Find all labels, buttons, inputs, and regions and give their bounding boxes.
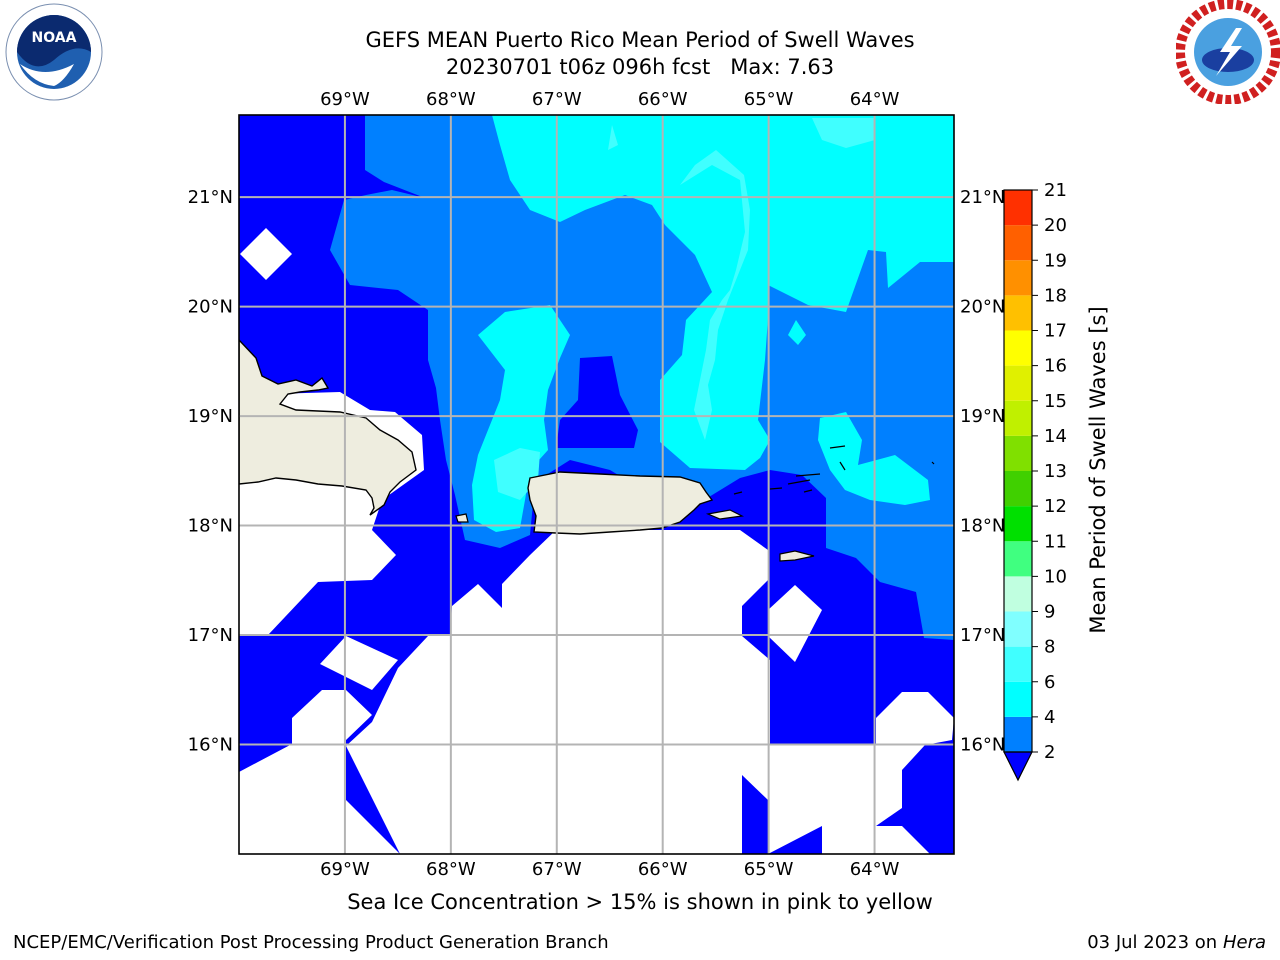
colorbar-tick-label: 18: [1044, 285, 1067, 306]
lat-label-left: 18°N: [188, 516, 233, 537]
hispaniola-land: [239, 338, 417, 516]
colorbar-segment: [1004, 190, 1032, 226]
lat-label-right: 20°N: [960, 297, 1005, 318]
colorbar-tick-label: 15: [1044, 391, 1067, 412]
colorbar-segment: [1004, 400, 1032, 436]
lon-label-top: 65°W: [744, 89, 794, 110]
lat-label-right: 18°N: [960, 516, 1005, 537]
lon-label-bottom: 65°W: [744, 859, 794, 880]
machine-name: Hera: [1222, 932, 1266, 953]
missing-region-south: [239, 530, 954, 854]
swell-field-4-6s-d: [788, 320, 806, 345]
puerto-rico-land: [527, 471, 714, 535]
island-vieques: [705, 509, 745, 520]
island-st-croix: [779, 550, 815, 562]
lat-labels-right: 21°N 20°N 19°N 18°N 17°N 16°N: [960, 187, 1005, 755]
island-mona: [455, 513, 469, 523]
lon-label-bottom: 64°W: [850, 859, 900, 880]
colorbar-segment: [1004, 435, 1032, 471]
lat-labels-left: 21°N 20°N 19°N 18°N 17°N 16°N: [188, 187, 233, 755]
lon-label-bottom: 66°W: [638, 859, 688, 880]
lon-label-top: 69°W: [320, 89, 370, 110]
noaa-logo: NOAA: [5, 3, 103, 101]
credit-line: NCEP/EMC/Verification Post Processing Pr…: [13, 932, 609, 953]
colorbar-tick-label: 21: [1044, 180, 1067, 201]
colorbar-under-triangle: [1003, 751, 1033, 782]
lat-label-left: 16°N: [188, 735, 233, 756]
lat-label-right: 17°N: [960, 625, 1005, 646]
map-frame: [238, 114, 955, 855]
missing-diamond-se: [768, 585, 822, 662]
lon-label-top: 67°W: [532, 89, 582, 110]
map-title: GEFS MEAN Puerto Rico Mean Period of Swe…: [365, 28, 915, 52]
swell-field-under-2s-pocket: [556, 356, 638, 448]
colorbar-tick-label: 19: [1044, 250, 1067, 271]
map-gridlines: [239, 115, 954, 854]
colorbar-segment: [1004, 681, 1032, 717]
swell-field-6-8s: [608, 125, 750, 440]
lat-label-right: 16°N: [960, 735, 1005, 756]
swell-field-4-6s-c: [818, 412, 930, 505]
lat-label-right: 21°N: [960, 187, 1005, 208]
colorbar-tick-label: 4: [1044, 707, 1055, 728]
lon-label-bottom: 67°W: [532, 859, 582, 880]
map-area: [239, 115, 954, 854]
colorbar-segment: [1004, 471, 1032, 507]
colorbar: 2 4 6 8 9 10 11 12 13 14 15 16 17 18 19 20 21: [1003, 180, 1067, 782]
lon-label-top: 64°W: [850, 89, 900, 110]
colorbar-tick-label: 2: [1044, 742, 1055, 763]
colorbar-segment: [1004, 576, 1032, 612]
colorbar-segment: [1004, 506, 1032, 542]
swell-field-4-6s: [492, 115, 954, 470]
nws-logo: [1176, 0, 1280, 104]
colorbar-segment: [1004, 295, 1032, 331]
colorbar-segment: [1004, 611, 1032, 647]
lat-label-left: 20°N: [188, 297, 233, 318]
colorbar-segment: [1004, 225, 1032, 261]
lat-label-left: 19°N: [188, 406, 233, 427]
colorbar-tick-label: 13: [1044, 461, 1067, 482]
colorbar-segment: [1004, 646, 1032, 682]
colorbar-tick-label: 17: [1044, 321, 1067, 342]
date-text: 03 Jul 2023 on: [1087, 932, 1218, 953]
lon-label-bottom: 68°W: [426, 859, 476, 880]
lon-label-top: 66°W: [638, 89, 688, 110]
colorbar-tick-label: 14: [1044, 426, 1067, 447]
map-subtitle: 20230701 t06z 096h fcst Max: 7.63: [445, 55, 835, 79]
date-stamp: 03 Jul 2023 on Hera: [1087, 932, 1266, 953]
lat-label-right: 19°N: [960, 406, 1005, 427]
missing-diamond-nw: [240, 228, 292, 280]
colorbar-segment: [1004, 541, 1032, 577]
svg-text:NOAA: NOAA: [32, 30, 77, 46]
colorbar-label: Mean Period of Swell Waves [s]: [1086, 306, 1110, 633]
colorbar-tick-label: 12: [1044, 496, 1067, 517]
lat-label-left: 21°N: [188, 187, 233, 208]
swell-field-6-8s-b: [812, 118, 875, 148]
colorbar-segment: [1004, 260, 1032, 296]
missing-diamond-sw: [320, 636, 398, 690]
map-figure: 69°W 68°W 67°W 66°W 65°W 64°W 69°W 68°W 67°W 66°…: [188, 89, 1110, 880]
missing-region-se: [876, 826, 930, 854]
colorbar-tick-label: 9: [1044, 602, 1055, 623]
lat-label-left: 17°N: [188, 625, 233, 646]
island-culebra: [733, 473, 821, 495]
lon-labels-top: 69°W 68°W 67°W 66°W 65°W 64°W: [320, 89, 900, 110]
lon-label-top: 68°W: [426, 89, 476, 110]
colorbar-tick-label: 11: [1044, 531, 1067, 552]
lon-label-bottom: 69°W: [320, 859, 370, 880]
colorbar-tick-label: 10: [1044, 566, 1067, 587]
colorbar-tick-label: 20: [1044, 215, 1067, 236]
lon-labels-bottom: 69°W 68°W 67°W 66°W 65°W 64°W: [320, 859, 900, 880]
colorbar-segment: [1004, 330, 1032, 366]
sea-ice-note: Sea Ice Concentration > 15% is shown in …: [347, 890, 933, 914]
colorbar-segment: [1004, 716, 1032, 752]
colorbar-tick-label: 16: [1044, 356, 1067, 377]
colorbar-segment: [1004, 365, 1032, 401]
island-anguilla: [829, 445, 935, 471]
colorbar-tick-label: 8: [1044, 637, 1055, 658]
colorbar-tick-label: 6: [1044, 672, 1055, 693]
